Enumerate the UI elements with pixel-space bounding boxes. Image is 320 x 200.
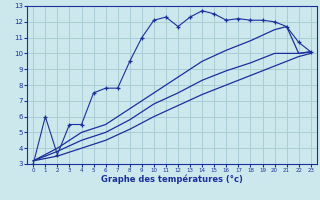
X-axis label: Graphe des températures (°c): Graphe des températures (°c) <box>101 175 243 184</box>
